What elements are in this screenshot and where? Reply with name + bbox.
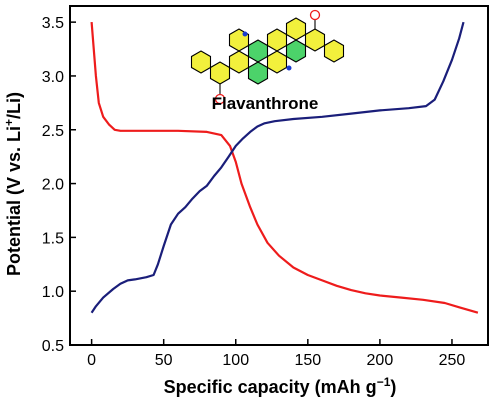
- y-tick-label: 0.5: [42, 338, 64, 355]
- x-tick-label: 200: [367, 352, 394, 369]
- y-axis-title: Potential (V vs. Li+/Li): [2, 92, 24, 276]
- x-tick-label: 100: [222, 352, 249, 369]
- y-tick-label: 2.5: [42, 123, 64, 140]
- plot-frame: [69, 5, 489, 346]
- x-axis-title: Specific capacity (mAh g−1): [164, 375, 397, 397]
- y-tick-label: 1.0: [42, 284, 64, 301]
- discharge-curve: [90, 22, 479, 314]
- x-tick-label: 150: [294, 352, 321, 369]
- flavanthrone-label: Flavanthrone: [212, 94, 319, 113]
- curves: [90, 21, 479, 314]
- x-tick-label: 0: [87, 352, 96, 369]
- y-tick-label: 1.5: [42, 230, 64, 247]
- y-tick-label: 3.0: [42, 69, 64, 86]
- x-tick-label: 250: [439, 352, 466, 369]
- y-tick-label: 2.0: [42, 177, 64, 194]
- flavanthrone-structure-icon: [190, 9, 345, 105]
- charge-curve: [90, 21, 465, 314]
- x-tick-label: 50: [155, 352, 173, 369]
- y-tick-label: 3.5: [42, 15, 64, 32]
